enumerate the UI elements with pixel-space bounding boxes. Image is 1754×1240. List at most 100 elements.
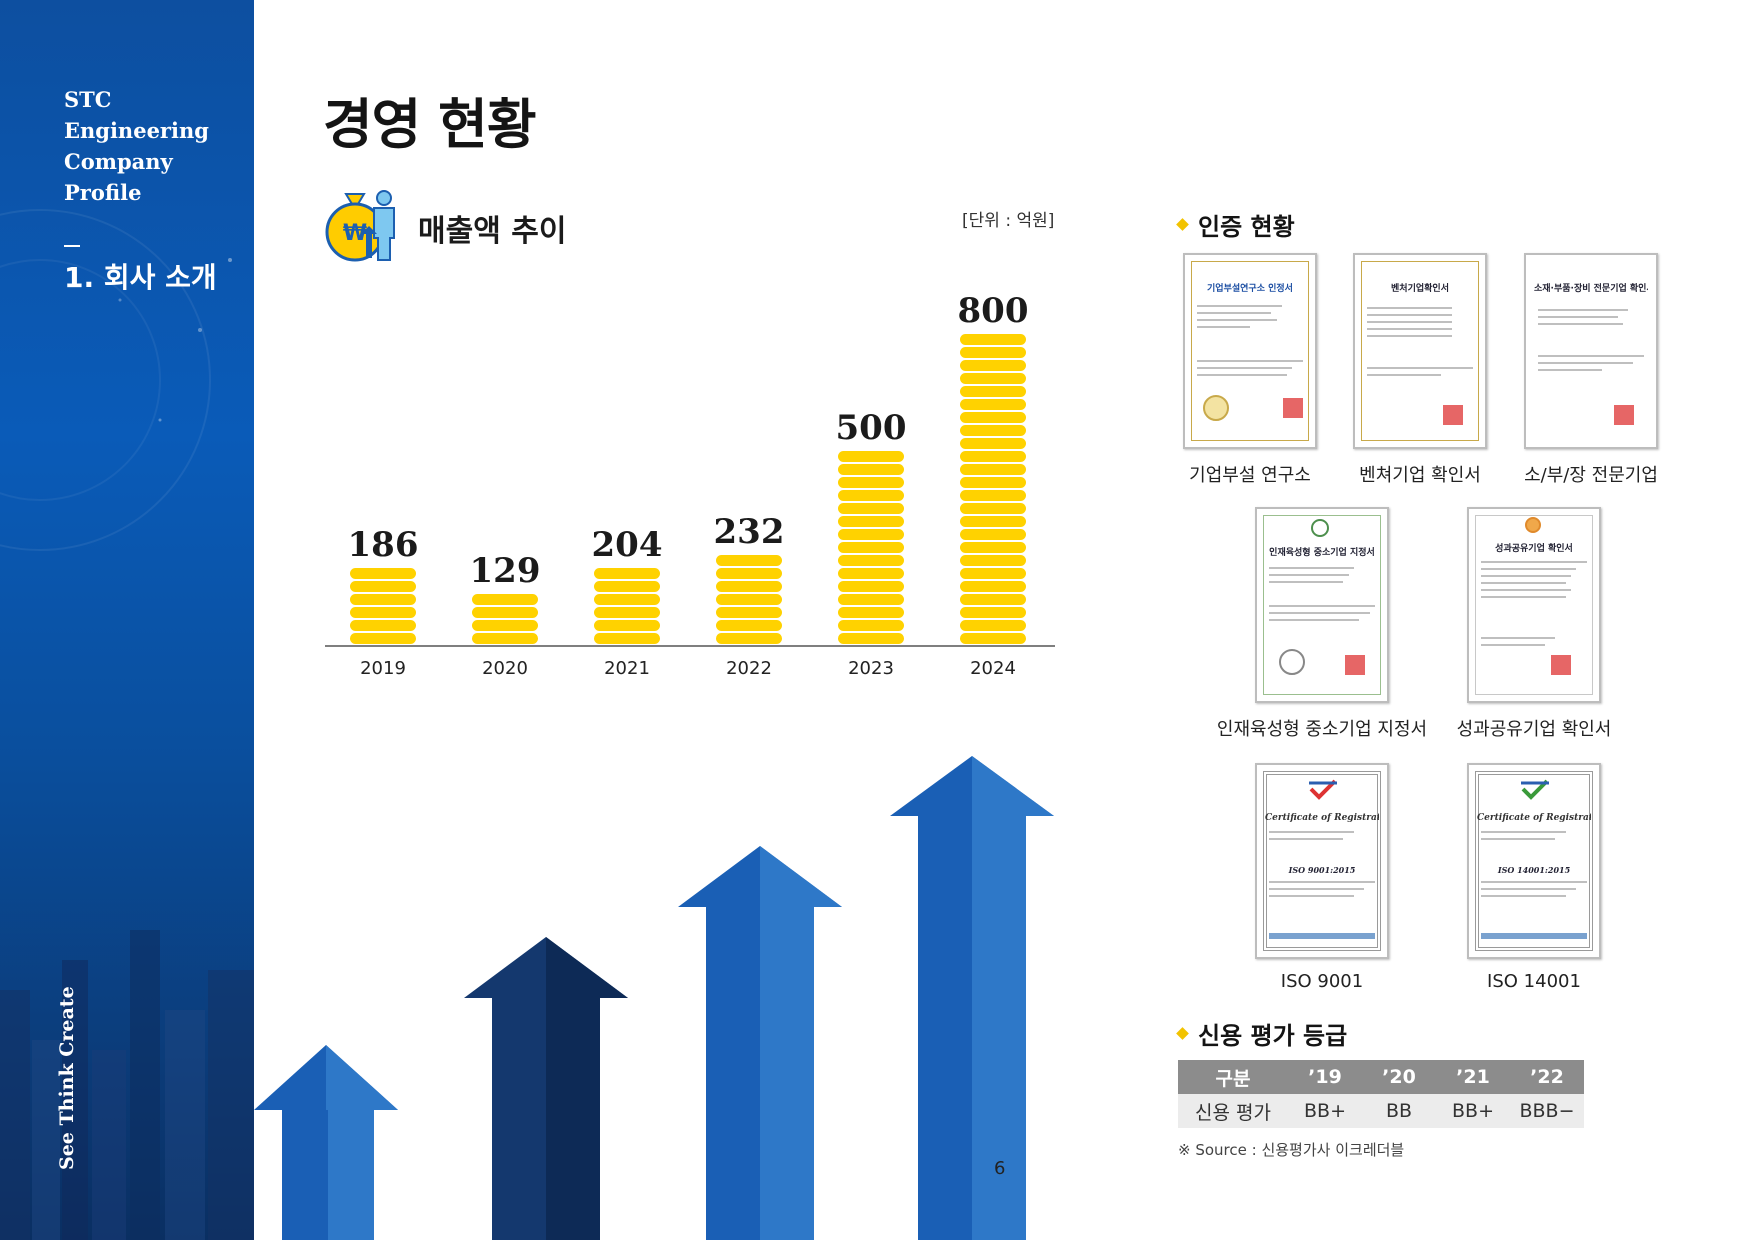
bar-2024 bbox=[960, 334, 1026, 644]
coin bbox=[960, 425, 1026, 436]
coin bbox=[960, 477, 1026, 488]
coin bbox=[716, 555, 782, 566]
page-number: 6 bbox=[994, 1158, 1006, 1179]
emblem-icon bbox=[1311, 519, 1329, 537]
table-cell: BB+ bbox=[1436, 1094, 1510, 1128]
diamond-bullet-icon bbox=[1176, 1027, 1189, 1040]
divider bbox=[64, 245, 80, 247]
coin bbox=[838, 490, 904, 501]
coin bbox=[716, 607, 782, 618]
coin bbox=[350, 594, 416, 605]
brand-line: STC bbox=[64, 87, 112, 112]
seal-icon bbox=[1345, 655, 1365, 675]
unit-label: [단위 : 억원] bbox=[962, 211, 1055, 231]
coin bbox=[594, 620, 660, 631]
table-header-cell: ’21 bbox=[1436, 1060, 1510, 1094]
coin bbox=[960, 581, 1026, 592]
table-header-cell: ’22 bbox=[1510, 1060, 1584, 1094]
emblem-icon bbox=[1203, 395, 1229, 421]
coin bbox=[960, 516, 1026, 527]
coin bbox=[960, 555, 1026, 566]
page-title: 경영 현황 bbox=[323, 93, 537, 156]
arrow-1 bbox=[254, 1045, 398, 1240]
table-header-row: 구분 ’19 ’20 ’21 ’22 bbox=[1178, 1060, 1584, 1094]
coin bbox=[716, 568, 782, 579]
cert-document-venture: 벤처기업확인서 bbox=[1353, 253, 1487, 449]
coin bbox=[472, 594, 538, 605]
seal-icon bbox=[1283, 398, 1303, 418]
cert-document-materials-parts: 소재·부품·장비 전문기업 확인서 bbox=[1524, 253, 1658, 449]
coin bbox=[350, 633, 416, 644]
table-header-cell: ’19 bbox=[1288, 1060, 1362, 1094]
cert-label: ISO 14001 bbox=[1487, 971, 1581, 992]
table-row: 신용 평가 BB+ BB BB+ BBB− bbox=[1178, 1094, 1584, 1128]
coin bbox=[838, 581, 904, 592]
coin bbox=[960, 399, 1026, 410]
coin bbox=[960, 529, 1026, 540]
cert-document-title: Certificate of Registration bbox=[1265, 813, 1379, 823]
data-label: 800 bbox=[958, 291, 1029, 331]
data-label: 204 bbox=[592, 525, 663, 565]
coin bbox=[472, 633, 538, 644]
coin bbox=[960, 594, 1026, 605]
coin bbox=[960, 412, 1026, 423]
coin bbox=[960, 542, 1026, 553]
brand-line: Engineering bbox=[64, 118, 209, 143]
coin bbox=[716, 594, 782, 605]
cert-document-title: 소재·부품·장비 전문기업 확인서 bbox=[1534, 284, 1648, 294]
coin bbox=[960, 568, 1026, 579]
sales-trend-title: 매출액 추이 bbox=[418, 214, 567, 249]
seal-icon bbox=[1614, 405, 1634, 425]
coin bbox=[960, 620, 1026, 631]
table-header-cell: ’20 bbox=[1362, 1060, 1436, 1094]
coin bbox=[838, 529, 904, 540]
coin bbox=[960, 438, 1026, 449]
coin bbox=[716, 633, 782, 644]
cert-document-title: Certificate of Registration bbox=[1477, 813, 1591, 823]
coin bbox=[472, 607, 538, 618]
x-tick-label: 2023 bbox=[848, 658, 894, 679]
coin bbox=[350, 620, 416, 631]
cert-document-iso9001: Certificate of Registration ISO 9001:201… bbox=[1255, 763, 1389, 959]
source-note: ※ Source : 신용평가사 이크레더블 bbox=[1178, 1141, 1405, 1159]
coin bbox=[350, 607, 416, 618]
coin bbox=[594, 607, 660, 618]
seal-icon bbox=[1551, 655, 1571, 675]
coin bbox=[594, 581, 660, 592]
coin bbox=[838, 503, 904, 514]
slogan: See Think Create bbox=[56, 986, 78, 1170]
seal-icon bbox=[1443, 405, 1463, 425]
table-cell: BBB− bbox=[1510, 1094, 1584, 1128]
cert-document-title: 성과공유기업 확인서 bbox=[1495, 544, 1573, 554]
credit-rating-table: 구분 ’19 ’20 ’21 ’22 신용 평가 BB+ BB BB+ BBB− bbox=[1178, 1060, 1584, 1128]
x-tick-label: 2022 bbox=[726, 658, 772, 679]
cert-document-performance-sharing: 성과공유기업 확인서 bbox=[1467, 507, 1601, 703]
credit-heading: 신용 평가 등급 bbox=[1176, 1016, 1348, 1051]
diamond-bullet-icon bbox=[1176, 218, 1189, 231]
cert-label: 인재육성형 중소기업 지정서 bbox=[1216, 719, 1428, 740]
coin bbox=[838, 542, 904, 553]
coin bbox=[838, 451, 904, 462]
coin bbox=[960, 607, 1026, 618]
sales-bar-chart: 186 2019 129 2020 204 2021 232 2022 500 2023 800 20… bbox=[325, 291, 1055, 679]
data-label: 500 bbox=[836, 408, 907, 448]
coin bbox=[960, 334, 1026, 345]
brand-name: STC Engineering Company Profile bbox=[64, 84, 209, 208]
cert-document-research-lab: 기업부설연구소 인정서 bbox=[1183, 253, 1317, 449]
data-label: 232 bbox=[714, 512, 785, 552]
certification-title: 인증 현황 bbox=[1198, 213, 1295, 241]
cert-label: 성과공유기업 확인서 bbox=[1456, 719, 1612, 740]
coin bbox=[838, 464, 904, 475]
coin bbox=[594, 594, 660, 605]
cert-document-title: 기업부설연구소 인정서 bbox=[1207, 284, 1293, 294]
credit-title: 신용 평가 등급 bbox=[1198, 1022, 1348, 1050]
check-logo-icon bbox=[1309, 779, 1337, 800]
iso-standard: ISO 9001:2015 bbox=[1288, 865, 1356, 875]
brand-line: Company bbox=[64, 149, 173, 174]
data-label: 186 bbox=[348, 525, 419, 565]
bar-2022 bbox=[716, 555, 782, 644]
table-cell: BB bbox=[1362, 1094, 1436, 1128]
data-label: 129 bbox=[470, 551, 541, 591]
cert-document-talent-sme: 인재육성형 중소기업 지정서 bbox=[1255, 507, 1389, 703]
city-skyline-image bbox=[0, 930, 254, 1240]
